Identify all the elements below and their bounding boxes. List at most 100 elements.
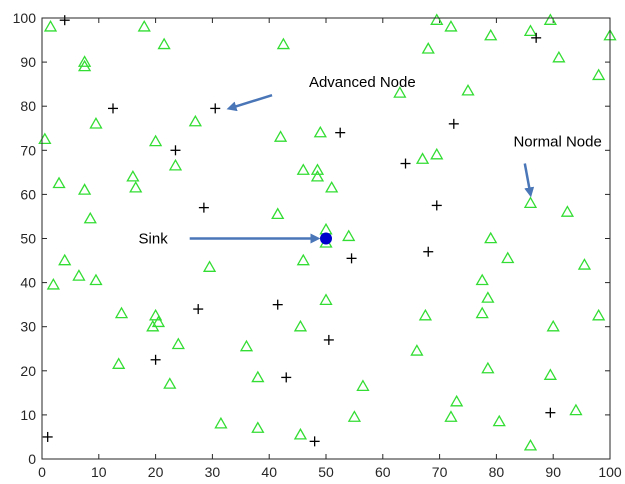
normal-node (77, 183, 92, 195)
normal-node (296, 163, 310, 175)
normal-node (89, 273, 103, 286)
normal-node (251, 370, 265, 383)
y-tick-label: 30 (20, 319, 36, 335)
normal-node (543, 368, 557, 380)
advanced-node (323, 334, 334, 345)
normal-node (450, 394, 464, 407)
x-tick-label: 90 (545, 464, 561, 480)
normal-node (146, 319, 160, 332)
normal-node (546, 319, 560, 332)
normal-node (481, 361, 495, 374)
normal-node (77, 55, 92, 67)
normal-node (569, 403, 583, 416)
normal-node (319, 293, 333, 306)
normal-node (415, 152, 430, 164)
advanced-node (448, 118, 459, 129)
normal-node (214, 416, 228, 429)
advanced-node (59, 15, 70, 26)
x-tick-label: 40 (261, 464, 277, 480)
normal-node (310, 163, 325, 175)
annotation-label: Normal Node (513, 133, 601, 150)
normal-node (592, 68, 606, 81)
x-tick-label: 100 (598, 464, 622, 480)
y-tick-label: 100 (13, 10, 37, 26)
normal-node (188, 114, 202, 127)
normal-node (410, 344, 424, 356)
advanced-node (423, 246, 434, 257)
normal-node (475, 273, 489, 286)
advanced-node (42, 431, 53, 442)
data-points (38, 13, 617, 451)
normal-node (310, 169, 325, 182)
x-tick-label: 60 (375, 464, 391, 480)
advanced-node (531, 32, 542, 43)
normal-node (543, 13, 557, 25)
normal-node (72, 269, 86, 281)
x-tick-label: 0 (38, 464, 46, 480)
normal-node (484, 231, 498, 244)
normal-node (592, 308, 606, 321)
advanced-node (210, 103, 221, 114)
advanced-node (108, 103, 118, 114)
normal-node (444, 20, 458, 32)
normal-node (501, 251, 515, 264)
advanced-node (309, 436, 320, 447)
normal-node (251, 421, 265, 433)
normal-node (157, 37, 171, 50)
y-tick-label: 60 (20, 186, 36, 202)
y-tick-label: 70 (20, 142, 36, 158)
normal-node (481, 291, 495, 303)
normal-node (293, 427, 308, 440)
annotation-arrow (523, 163, 535, 198)
y-tick-label: 0 (28, 451, 36, 467)
normal-node (148, 134, 163, 147)
normal-node (83, 211, 97, 224)
y-tick-label: 10 (20, 407, 36, 423)
axes-box (41, 17, 611, 460)
normal-node (171, 337, 185, 350)
normal-node (148, 308, 163, 321)
advanced-node (170, 145, 181, 156)
advanced-node (346, 253, 357, 264)
y-tick-label: 50 (20, 231, 36, 247)
normal-node (126, 169, 140, 182)
y-tick-label: 20 (20, 363, 36, 379)
normal-node (577, 258, 592, 270)
advanced-node (545, 407, 556, 418)
normal-node (430, 147, 444, 160)
normal-node (293, 319, 308, 332)
normal-node (325, 180, 339, 193)
normal-node (347, 410, 362, 422)
normal-node (342, 229, 356, 242)
advanced-node (198, 202, 209, 213)
normal-node (475, 306, 489, 319)
advanced-node (400, 158, 411, 169)
advanced-node (431, 200, 442, 211)
normal-node (552, 50, 566, 63)
normal-node (46, 277, 60, 290)
annotation-label: Advanced Node (309, 74, 416, 91)
advanced-node (272, 299, 283, 310)
x-tick-label: 70 (432, 464, 448, 480)
normal-node (523, 438, 538, 451)
normal-node (202, 260, 217, 272)
y-tick-label: 90 (20, 54, 36, 70)
y-tick-label: 40 (20, 275, 36, 291)
normal-node (523, 24, 538, 37)
x-tick-label: 10 (91, 464, 107, 480)
normal-node (418, 308, 433, 321)
normal-node (313, 125, 327, 138)
normal-node (52, 176, 66, 189)
advanced-node (150, 354, 161, 365)
normal-node (393, 86, 407, 98)
normal-node (444, 410, 458, 422)
y-axis: 0 10 20 30 40 50 60 70 80 90 100 (13, 10, 610, 467)
normal-node (356, 379, 370, 392)
normal-node (89, 117, 103, 129)
normal-node (276, 37, 291, 50)
normal-node (137, 20, 151, 32)
x-tick-label: 50 (318, 464, 334, 480)
normal-node (560, 205, 575, 217)
normal-node (430, 13, 444, 25)
